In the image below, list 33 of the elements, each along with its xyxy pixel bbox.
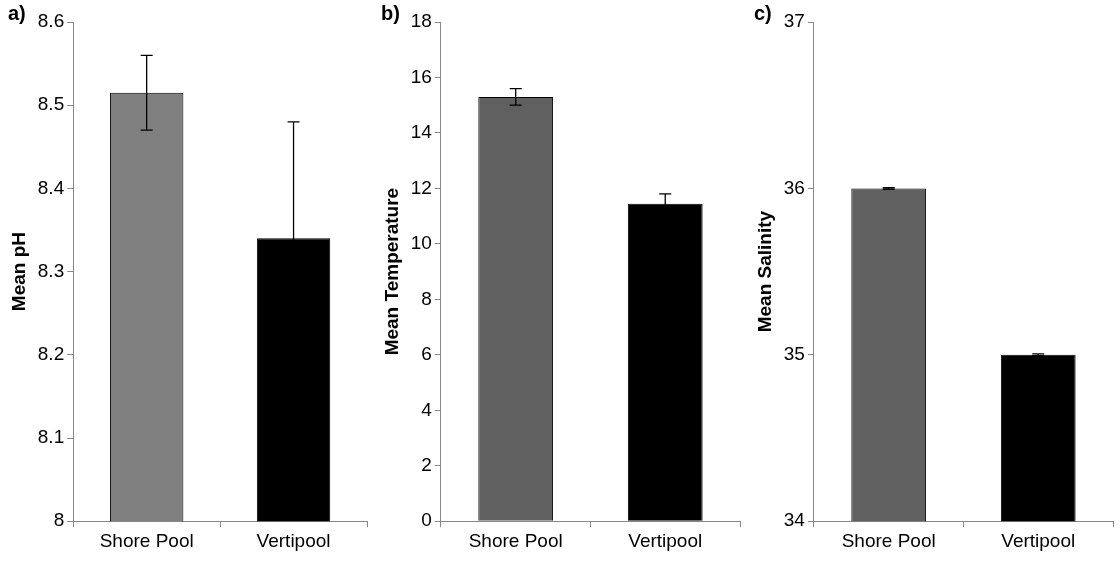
y-tick-label: 37 [783, 10, 805, 32]
y-tick-label: 34 [783, 509, 806, 531]
x-tick-label: Vertipool [256, 529, 331, 551]
chart-title: a) [8, 1, 26, 24]
y-tick-label: 16 [410, 65, 432, 87]
y-tick-label: 8.6 [37, 10, 65, 32]
y-tick-label: 4 [421, 398, 433, 420]
y-tick-label: 18 [410, 10, 432, 32]
y-axis-title: Mean Temperature [380, 187, 402, 356]
y-tick-label: 6 [421, 343, 432, 365]
y-tick-label: 8.2 [37, 343, 65, 365]
y-tick-label: 8 [421, 287, 432, 309]
y-tick-label: 8 [53, 509, 65, 531]
x-tick-label: Vertipool [1001, 529, 1076, 551]
y-axis-title: Mean pH [7, 232, 29, 312]
chart-title: b) [381, 1, 400, 24]
y-tick-label: 2 [421, 453, 432, 475]
x-tick-label: Shore Pool [468, 529, 563, 551]
y-axis-title: Mean Salinity [753, 210, 775, 333]
y-tick-label: 36 [783, 176, 805, 198]
y-tick-label: 35 [783, 343, 805, 365]
y-tick-label: 8.5 [37, 93, 65, 115]
y-tick-label: 12 [410, 176, 432, 198]
y-tick-label: 8.1 [37, 426, 65, 448]
chart-title: c) [754, 1, 772, 24]
x-tick-label: Vertipool [628, 529, 703, 551]
x-tick-label: Shore Pool [99, 529, 194, 551]
y-tick-label: 8.4 [37, 176, 65, 198]
y-tick-label: 0 [421, 509, 432, 531]
y-tick-label: 10 [410, 232, 432, 254]
x-tick-label: Shore Pool [841, 529, 936, 551]
y-tick-label: 14 [410, 121, 433, 143]
y-tick-label: 8.3 [37, 259, 65, 281]
